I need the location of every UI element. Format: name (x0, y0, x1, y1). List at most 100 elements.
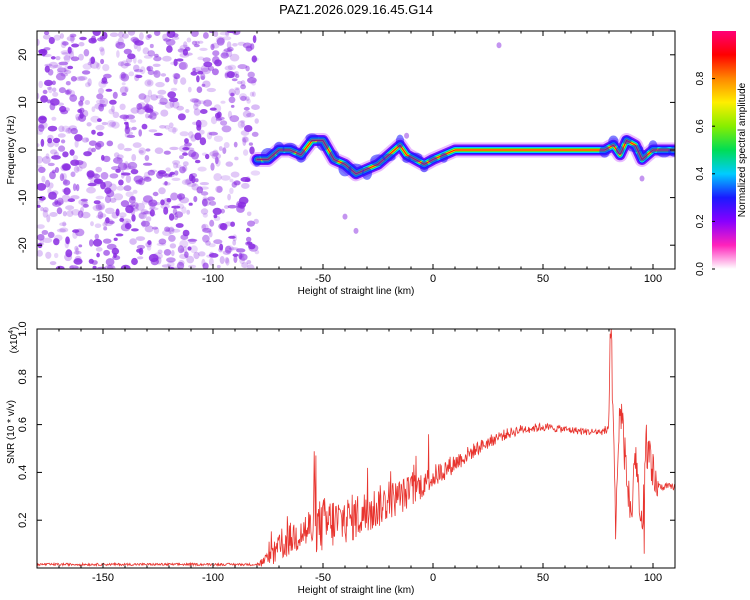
noise-blob (116, 185, 125, 191)
noise-blob (233, 255, 238, 263)
noise-blob (182, 161, 189, 167)
noise-blob (38, 115, 47, 124)
noise-blob (247, 71, 255, 78)
noise-blob (173, 162, 179, 169)
noise-blob (38, 80, 43, 89)
noise-blob (209, 257, 214, 266)
noise-outlier (404, 132, 410, 139)
noise-blob (86, 186, 96, 194)
x-tick-label: -100 (202, 273, 224, 285)
noise-blob (37, 234, 45, 241)
noise-blob (37, 129, 43, 135)
noise-blob (100, 172, 109, 180)
noise-blob (193, 108, 201, 116)
noise-blob (65, 89, 72, 96)
noise-blob (37, 183, 47, 191)
noise-blob (175, 223, 184, 228)
noise-blob (124, 223, 132, 230)
noise-blob (241, 182, 250, 189)
noise-blob (103, 226, 108, 231)
noise-blob (90, 115, 100, 123)
noise-blob (60, 40, 67, 49)
noise-blob (158, 187, 166, 195)
noise-blob (105, 88, 113, 92)
noise-blob (179, 197, 190, 204)
noise-blob (215, 117, 223, 122)
noise-blob (175, 164, 182, 169)
noise-blob (53, 151, 59, 158)
noise-blob (250, 170, 261, 176)
noise-blob (47, 99, 51, 104)
noise-blob (37, 224, 45, 229)
noise-blob (176, 261, 185, 269)
noise-blob (229, 53, 240, 62)
noise-blob (168, 122, 174, 128)
noise-blob (197, 40, 204, 44)
noise-blob (200, 191, 209, 196)
noise-blob (180, 77, 187, 85)
x-tick-label: -100 (202, 572, 224, 584)
noise-blob (144, 155, 150, 161)
noise-blob (124, 86, 129, 93)
noise-blob (196, 186, 204, 194)
noise-blob (95, 195, 105, 200)
noise-blob (223, 142, 230, 149)
noise-blob (113, 152, 120, 158)
noise-blob (199, 137, 207, 146)
noise-blob (82, 203, 89, 208)
noise-blob (37, 155, 44, 164)
noise-blob (153, 132, 163, 136)
noise-blob (96, 266, 107, 269)
noise-blob (162, 182, 171, 186)
noise-blob (109, 99, 117, 105)
noise-blob (209, 151, 220, 157)
noise-blob (160, 109, 169, 117)
noise-blob (131, 154, 137, 162)
noise-blob (169, 99, 175, 108)
noise-blob (205, 153, 210, 160)
noise-blob (165, 172, 175, 178)
noise-blob (46, 99, 54, 104)
noise-blob (247, 220, 255, 227)
noise-blob (142, 47, 150, 55)
noise-blob (202, 212, 208, 218)
noise-blob (137, 59, 143, 64)
noise-blob (42, 237, 53, 243)
noise-blob (193, 196, 198, 203)
noise-blob (63, 69, 72, 74)
noise-blob (38, 196, 46, 201)
noise-blob (47, 86, 52, 90)
noise-blob (149, 112, 157, 120)
noise-blob (173, 73, 181, 80)
noise-blob (102, 155, 111, 163)
noise-blob (128, 204, 135, 208)
noise-blob (210, 43, 215, 51)
ridge-blob (419, 161, 429, 173)
noise-blob (42, 156, 51, 164)
ridge-blob (348, 163, 364, 178)
noise-blob (196, 100, 206, 104)
noise-blob (154, 147, 164, 154)
noise-blob (146, 66, 151, 72)
noise-blob (73, 250, 82, 255)
noise-blob (197, 70, 204, 75)
noise-blob (143, 176, 152, 182)
noise-blob (140, 209, 149, 215)
noise-blob (242, 136, 250, 143)
noise-blob (97, 118, 102, 122)
noise-blob (227, 64, 237, 71)
noise-blob (182, 246, 188, 254)
noise-blob (38, 124, 45, 132)
noise-blob (61, 194, 71, 203)
noise-blob (113, 157, 123, 164)
noise-blob (171, 250, 175, 257)
noise-blob (228, 247, 239, 251)
noise-blob (248, 243, 256, 250)
noise-blob (109, 183, 117, 192)
noise-blob (117, 37, 124, 46)
noise-blob (178, 194, 183, 202)
noise-blob (61, 52, 70, 56)
noise-blob (150, 94, 159, 101)
noise-blob (246, 236, 252, 243)
noise-blob (145, 216, 152, 222)
